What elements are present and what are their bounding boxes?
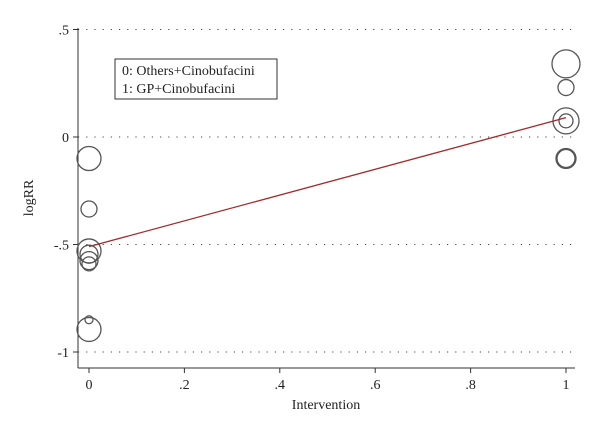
x-axis-title: Intervention — [292, 398, 360, 413]
data-point-5 — [81, 256, 97, 272]
data-points — [76, 49, 581, 343]
data-point-1 — [80, 200, 98, 218]
x-tick-label-3: .6 — [370, 378, 381, 393]
data-point-6 — [84, 315, 94, 325]
fit-line — [88, 117, 567, 248]
x-tick-label-2: .4 — [275, 378, 286, 393]
x-ticks: 0 .2 .4 .6 .8 1 — [86, 368, 570, 393]
legend-entry-1: 1: GP+Cinobufacini — [122, 82, 235, 97]
x-tick-label-5: 1 — [563, 378, 570, 393]
legend-box — [114, 58, 278, 100]
data-point-0 — [76, 145, 102, 172]
y-tick-label-2: 0 — [62, 131, 69, 146]
y-tick-label-0: -1 — [57, 346, 69, 361]
data-point-9 — [557, 78, 575, 97]
data-point-12 — [555, 147, 577, 170]
x-tick-label-4: .8 — [465, 378, 476, 393]
y-ticks: -1 -.5 0 .5 — [54, 24, 78, 361]
data-point-13 — [556, 148, 576, 169]
y-tick-label-1: -.5 — [54, 239, 69, 254]
data-point-10 — [552, 107, 580, 135]
legend-entry-0: 0: Others+Cinobufacini — [122, 64, 255, 79]
y-tick-label-3: .5 — [59, 24, 70, 39]
gridlines — [78, 29, 575, 353]
data-point-8 — [551, 49, 581, 79]
x-tick-label-0: 0 — [86, 378, 93, 393]
data-point-7 — [76, 316, 102, 343]
legend: 0: Others+Cinobufacini 1: GP+Cinobufacin… — [114, 58, 278, 100]
data-point-11 — [558, 113, 574, 129]
data-point-3 — [79, 244, 99, 264]
data-point-4 — [79, 250, 99, 271]
y-axis-title: logRR — [22, 179, 37, 216]
axes — [77, 28, 575, 369]
x-tick-label-1: .2 — [179, 378, 190, 393]
